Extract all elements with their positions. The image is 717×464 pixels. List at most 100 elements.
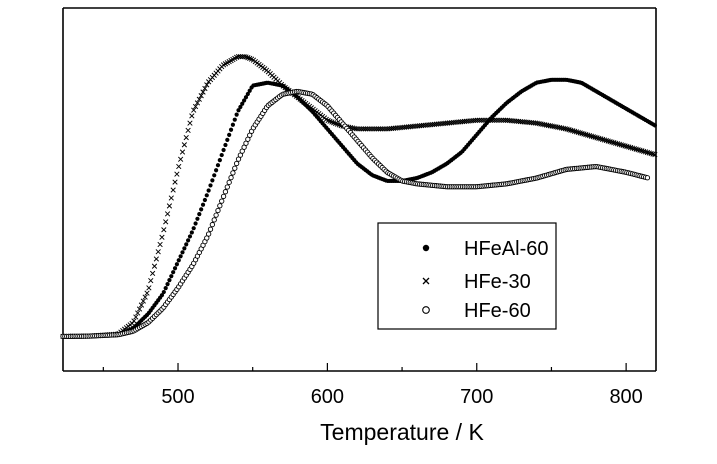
data-point (168, 195, 174, 201)
data-point (180, 250, 185, 255)
data-point (163, 219, 169, 225)
data-point (228, 127, 234, 132)
data-point (135, 310, 141, 316)
legend-label: HFe-30 (464, 271, 531, 293)
data-point (220, 193, 227, 200)
data-point (191, 107, 197, 113)
data-point (178, 254, 183, 259)
data-point (133, 314, 139, 320)
legend-label: HFeAl-60 (464, 238, 548, 260)
data-point (183, 134, 189, 141)
data-point (172, 179, 178, 185)
data-point (222, 189, 229, 195)
data-point (213, 212, 219, 218)
data-point (204, 82, 210, 88)
x-tick-label-600: 600 (311, 386, 344, 408)
data-point (232, 165, 238, 171)
legend-entry-HFe-30: HFe-30 (422, 271, 531, 293)
data-point (225, 137, 230, 143)
data-point (652, 151, 658, 158)
data-point (223, 142, 228, 148)
data-point (238, 104, 243, 110)
data-point (230, 122, 236, 127)
data-point (144, 290, 150, 296)
legend-marker-filled-circle (422, 244, 430, 252)
data-point (179, 149, 186, 155)
data-point (138, 302, 145, 308)
data-point (174, 262, 179, 267)
x-axis-label: Temperature / K (320, 419, 484, 445)
x-tick-label-700: 700 (460, 386, 493, 408)
legend-entry-HFe-60: HFe-60 (422, 300, 531, 322)
data-point (193, 221, 198, 226)
x-tick-label-500: 500 (161, 386, 194, 408)
data-point (202, 85, 208, 92)
data-point (167, 278, 172, 283)
data-point (205, 231, 212, 237)
data-point (207, 226, 214, 232)
data-point (198, 93, 204, 99)
data-point (146, 285, 152, 291)
data-point (159, 234, 165, 240)
data-point (159, 293, 165, 298)
data-point (226, 179, 232, 185)
data-point (176, 163, 182, 170)
data-point (247, 88, 252, 93)
data-point (202, 197, 208, 203)
plot-frame (62, 7, 657, 372)
legend-marker-cross (422, 277, 430, 285)
data-point (214, 168, 219, 173)
data-point (232, 117, 237, 122)
data-point (230, 170, 236, 176)
data-point (215, 207, 221, 214)
data-point (217, 203, 223, 209)
legend: HFeAl-60 HFe-30 HFe-60 (377, 222, 557, 330)
data-point (181, 142, 187, 148)
series-layer (60, 54, 658, 340)
data-point (208, 183, 213, 188)
data-point (163, 285, 168, 291)
data-point (245, 91, 250, 97)
legend-label: HFe-60 (464, 300, 531, 322)
data-point (210, 178, 215, 183)
data-point (174, 171, 180, 177)
data-point (153, 256, 159, 262)
legend-marker-open-circle (422, 306, 430, 314)
data-point (242, 98, 247, 103)
data-point (149, 270, 156, 277)
data-point (177, 156, 184, 162)
data-point (148, 278, 154, 284)
data-point (161, 289, 166, 295)
data-point (227, 132, 232, 137)
data-point (194, 100, 201, 106)
data-point (209, 221, 216, 228)
data-point (161, 227, 167, 233)
x-ticks: 500 600 700 800 (102, 363, 643, 408)
data-point (187, 234, 193, 239)
data-point (192, 103, 199, 110)
data-point (191, 226, 196, 231)
data-point (185, 127, 191, 134)
data-point (197, 212, 202, 217)
data-point (215, 163, 221, 168)
data-point (136, 306, 143, 312)
data-point (196, 96, 202, 102)
data-point (236, 108, 241, 113)
data-point (172, 266, 178, 271)
data-point (221, 147, 226, 153)
data-point (219, 198, 225, 204)
data-point (164, 211, 171, 217)
data-point (131, 318, 137, 324)
data-point (200, 89, 206, 95)
x-tick-label-800: 800 (609, 386, 642, 408)
data-point (165, 282, 170, 287)
data-point (224, 184, 230, 190)
data-point (240, 101, 245, 106)
data-point (157, 241, 163, 248)
data-point (199, 207, 204, 212)
data-point (562, 126, 568, 132)
data-point (211, 217, 217, 223)
data-point (166, 203, 173, 209)
series-HFe-60 (60, 88, 651, 340)
